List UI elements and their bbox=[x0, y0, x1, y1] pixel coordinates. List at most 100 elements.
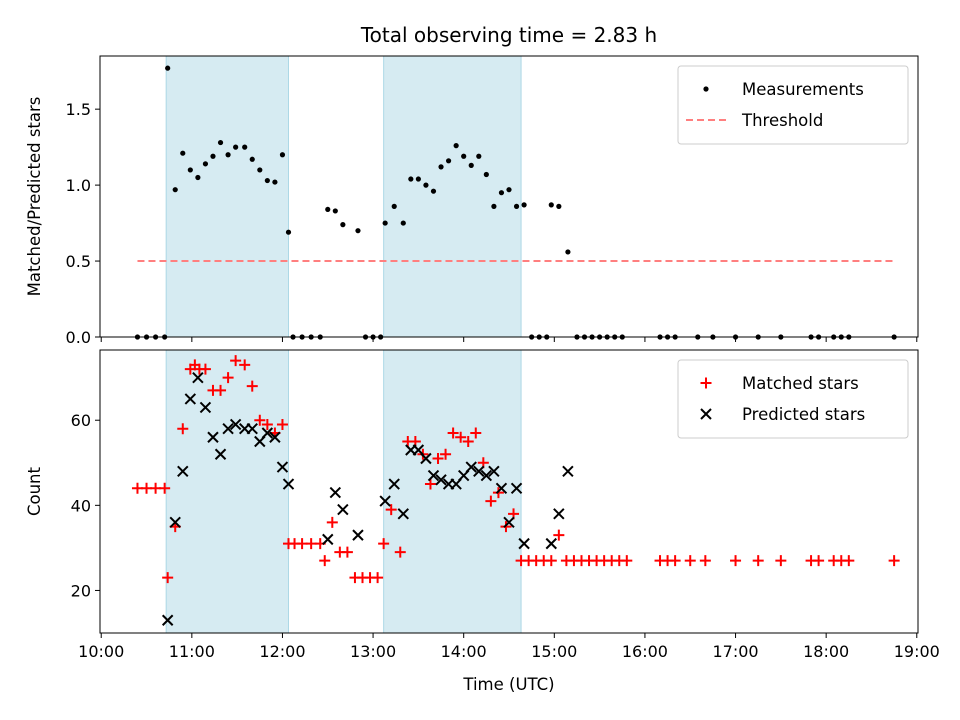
matched-stars-point bbox=[440, 448, 452, 460]
measurement-point bbox=[225, 152, 231, 158]
y-tick-label: 60 bbox=[71, 411, 91, 430]
measurement-point bbox=[438, 164, 444, 170]
predicted-stars-point bbox=[420, 452, 432, 465]
matched-stars-point bbox=[385, 504, 397, 516]
bottom-y-axis-label: Count bbox=[25, 466, 44, 516]
legend-marker bbox=[700, 377, 712, 389]
measurement-point bbox=[180, 150, 186, 156]
top-legend: Measurements Threshold bbox=[677, 65, 909, 145]
matched-stars-point bbox=[177, 423, 189, 435]
measurement-point bbox=[172, 187, 178, 193]
measurement-point bbox=[325, 206, 331, 213]
matched-stars-point bbox=[888, 555, 900, 567]
x-tick-label: 10:00 bbox=[78, 642, 124, 661]
predicted-stars-point bbox=[397, 508, 409, 520]
matched-stars-point bbox=[752, 555, 764, 567]
measurement-point bbox=[408, 176, 414, 182]
measurement-point bbox=[187, 167, 193, 173]
predicted-stars-point bbox=[562, 465, 574, 477]
measurement-point bbox=[217, 139, 224, 146]
measurement-point bbox=[382, 220, 388, 226]
matched-stars-point bbox=[553, 529, 565, 541]
legend-marker bbox=[700, 408, 712, 420]
bottom-legend: Matched stars Predicted stars bbox=[677, 359, 909, 439]
measurement-point bbox=[476, 153, 482, 159]
top-plot-series bbox=[134, 65, 897, 340]
predicted-stars-point bbox=[480, 469, 493, 482]
matched-stars-point bbox=[621, 555, 633, 567]
measurement-point bbox=[483, 171, 489, 178]
y-tick-label: 1.5 bbox=[66, 100, 91, 119]
predicted-stars-point bbox=[379, 495, 391, 507]
top-shaded-regions bbox=[165, 55, 522, 338]
matched-stars-point bbox=[159, 482, 171, 494]
predicted-stars-point bbox=[553, 508, 565, 520]
matched-stars-point bbox=[813, 555, 825, 567]
measurement-point bbox=[453, 143, 459, 149]
predicted-stars-point bbox=[269, 431, 281, 443]
matched-stars-point bbox=[276, 418, 288, 430]
matched-stars-point bbox=[239, 359, 251, 371]
matched-stars-point bbox=[424, 478, 436, 490]
legend-label: Matched stars bbox=[742, 374, 859, 393]
matched-stars-point bbox=[326, 516, 338, 528]
measurement-point bbox=[391, 203, 397, 209]
predicted-stars-point bbox=[503, 516, 515, 529]
predicted-stars-point bbox=[352, 529, 364, 541]
matched-stars-point bbox=[394, 546, 406, 558]
matched-stars-point bbox=[222, 372, 234, 384]
matched-stars-point bbox=[470, 427, 482, 439]
measurement-point bbox=[332, 208, 338, 214]
legend-label: Measurements bbox=[742, 80, 864, 99]
predicted-stars-point bbox=[488, 465, 500, 477]
x-tick-label: 12:00 bbox=[259, 642, 305, 661]
measurement-point bbox=[513, 203, 520, 209]
shaded-region-1 bbox=[165, 55, 289, 338]
matched-stars-point bbox=[485, 495, 497, 507]
predicted-stars-point bbox=[276, 461, 289, 473]
x-tick-label: 13:00 bbox=[350, 642, 396, 661]
predicted-stars-point bbox=[184, 393, 197, 405]
predicted-stars-point bbox=[545, 537, 557, 550]
predicted-stars-point bbox=[427, 469, 440, 482]
y-tick-label: 20 bbox=[71, 581, 91, 600]
chart-title: Total observing time = 2.83 h bbox=[360, 23, 657, 47]
measurement-point bbox=[506, 187, 512, 193]
measurement-point bbox=[257, 167, 263, 173]
measurement-point bbox=[272, 179, 278, 185]
y-tick-label: 40 bbox=[71, 496, 91, 515]
predicted-stars-point bbox=[192, 371, 204, 384]
x-axis-label: Time (UTC) bbox=[462, 675, 554, 694]
bottom-plot-frame bbox=[99, 349, 919, 634]
shaded-region-2 bbox=[383, 55, 522, 338]
measurement-point bbox=[423, 182, 429, 188]
predicted-stars-point bbox=[435, 474, 447, 486]
bottom-panel: 10:00 11:00 12:00 13:00 14:00 15:00 16:00 17:00… bbox=[25, 349, 940, 694]
matched-stars-point bbox=[215, 384, 227, 396]
predicted-stars-point bbox=[322, 533, 334, 546]
predicted-stars-point bbox=[329, 486, 342, 499]
measurement-point bbox=[498, 190, 505, 196]
matched-stars-point bbox=[669, 555, 681, 567]
y-tick-label: 0.0 bbox=[66, 328, 91, 347]
legend-box bbox=[677, 65, 909, 145]
measurement-point bbox=[548, 202, 554, 208]
measurement-point bbox=[210, 153, 216, 159]
measurement-point bbox=[400, 220, 406, 226]
matched-stars-point bbox=[319, 555, 331, 567]
predicted-stars-point bbox=[261, 427, 274, 439]
legend-label: Predicted stars bbox=[742, 405, 865, 424]
x-tick-label: 18:00 bbox=[803, 642, 849, 661]
x-tick-label: 19:00 bbox=[894, 642, 940, 661]
predicted-stars-point bbox=[282, 478, 295, 490]
measurement-point bbox=[285, 229, 292, 235]
x-tick-label: 14:00 bbox=[441, 642, 487, 661]
top-panel: 0.0 0.5 1.0 1.5 Total observing time = 2.83… bbox=[25, 23, 919, 347]
measurement-point bbox=[461, 153, 467, 159]
predicted-stars-point bbox=[161, 614, 174, 626]
x-tick-label: 11:00 bbox=[169, 642, 215, 661]
measurement-point bbox=[468, 162, 474, 168]
matched-stars-point bbox=[447, 427, 459, 439]
measurement-point bbox=[355, 228, 361, 234]
